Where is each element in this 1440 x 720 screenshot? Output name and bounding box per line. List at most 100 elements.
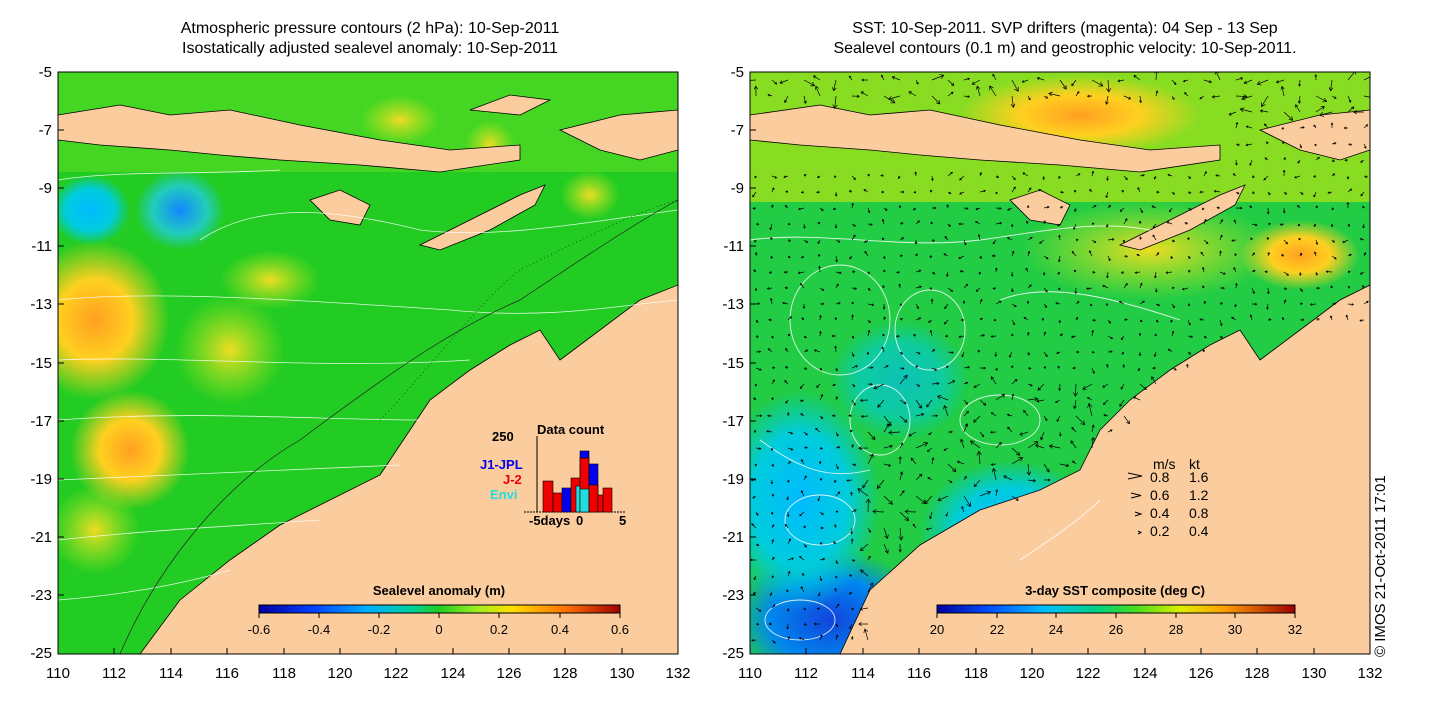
velocity-arrow [979,366,987,370]
velocity-arrow [1011,250,1015,257]
velocity-arrow [910,457,917,465]
velocity-arrow [1279,223,1285,226]
velocity-arrow [859,543,869,552]
lon-label: 120 [1019,665,1045,682]
sst-tick: 20 [930,622,944,637]
velocity-arrow [835,283,839,289]
velocity-arrow [882,285,885,289]
velocity-arrow [1073,399,1077,410]
velocity-arrow [1231,239,1237,242]
velocity-arrow [754,287,758,292]
velocity-arrow [995,489,999,497]
right-title-line2: Sealevel contours (0.1 m) and geostrophi… [833,40,1297,57]
velocity-arrow [1201,207,1205,211]
velocity-arrow [1266,303,1269,310]
velocity-arrow [1363,143,1367,149]
velocity-arrow [963,399,968,405]
velocity-arrow [771,463,774,467]
velocity-arrow [1235,121,1239,129]
velocity-arrow [1102,284,1109,289]
velocity-arrow [943,447,949,451]
sst-colorbar-label: 3-day SST composite (deg C) [1025,583,1205,598]
velocity-arrow [898,456,902,465]
velocity-arrow [915,364,918,369]
velocity-arrow [1283,191,1288,195]
velocity-arrow [1091,79,1104,87]
velocity-arrow [1299,191,1304,195]
velocity-arrow [1089,188,1093,193]
lat-label: -23 [30,587,52,604]
velocity-arrow [944,235,949,241]
velocity-arrow [1331,159,1335,162]
velocity-arrow [995,175,1000,178]
velocity-arrow [979,255,982,259]
velocity-arrow [930,221,934,225]
velocity-arrow [1027,187,1032,193]
velocity-arrow [771,524,775,529]
velocity-arrow [770,447,774,452]
velocity-arrow [800,413,805,417]
velocity-arrow [753,397,757,401]
velocity-arrow [766,287,773,290]
velocity-arrow [1347,223,1350,227]
velocity-arrow [1091,170,1095,177]
hist-bar [588,484,599,513]
velocity-arrow [867,582,874,593]
velocity-arrow [1038,189,1045,193]
velocity-arrow [1118,300,1125,305]
velocity-arrow [1139,174,1145,177]
velocity-arrow [995,367,998,372]
velocity-arrow [861,78,869,82]
velocity-arrow [784,523,789,529]
velocity-arrow [899,351,903,355]
velocity-arrow [1171,330,1175,337]
sst-tick: 24 [1049,622,1063,637]
velocity-arrow [1025,267,1029,273]
velocity-arrow [1235,94,1248,99]
velocity-arrow [786,623,790,630]
velocity-arrow [1363,175,1368,178]
velocity-arrow [835,491,841,497]
velocity-arrow [963,495,971,508]
velocity-arrow [1072,366,1077,370]
data-count-title: Data count [537,422,605,437]
velocity-arrow [753,85,758,97]
lon-label: 112 [794,665,818,682]
velocity-arrow [1201,266,1205,273]
velocity-arrow [915,220,920,225]
velocity-arrow [1281,127,1285,130]
velocity-arrow [851,351,855,357]
velocity-arrow [850,636,854,641]
velocity-arrow [799,399,805,402]
velocity-arrow [1347,72,1357,81]
velocity-arrow [1011,457,1024,465]
velocity-arrow [803,623,807,626]
velocity-arrow [1347,188,1353,193]
velocity-arrow [867,382,873,386]
velocity-arrow [883,207,888,211]
velocity-arrow [1091,222,1095,226]
velocity-arrow [915,317,922,321]
velocity-arrow [1059,206,1064,209]
velocity-arrow [937,495,949,502]
velocity-arrow [819,542,823,545]
velocity-arrow [898,543,902,553]
velocity-arrow [835,255,838,263]
velocity-arrow [1027,236,1033,241]
speed-header-ms: m/s [1153,456,1176,472]
velocity-arrow [819,557,826,561]
sumba-island [309,189,371,226]
velocity-arrow [880,174,885,177]
velocity-arrow [1267,318,1272,322]
velocity-arrow [899,303,903,306]
velocity-arrow [1027,441,1039,449]
velocity-arrow [973,415,981,423]
velocity-arrow [899,190,905,194]
velocity-arrow [815,427,821,433]
velocity-arrow [784,205,789,209]
velocity-arrow [1137,367,1141,372]
velocity-arrow [1027,479,1037,483]
velocity-arrow [1011,447,1021,456]
velocity-arrow [752,191,757,198]
